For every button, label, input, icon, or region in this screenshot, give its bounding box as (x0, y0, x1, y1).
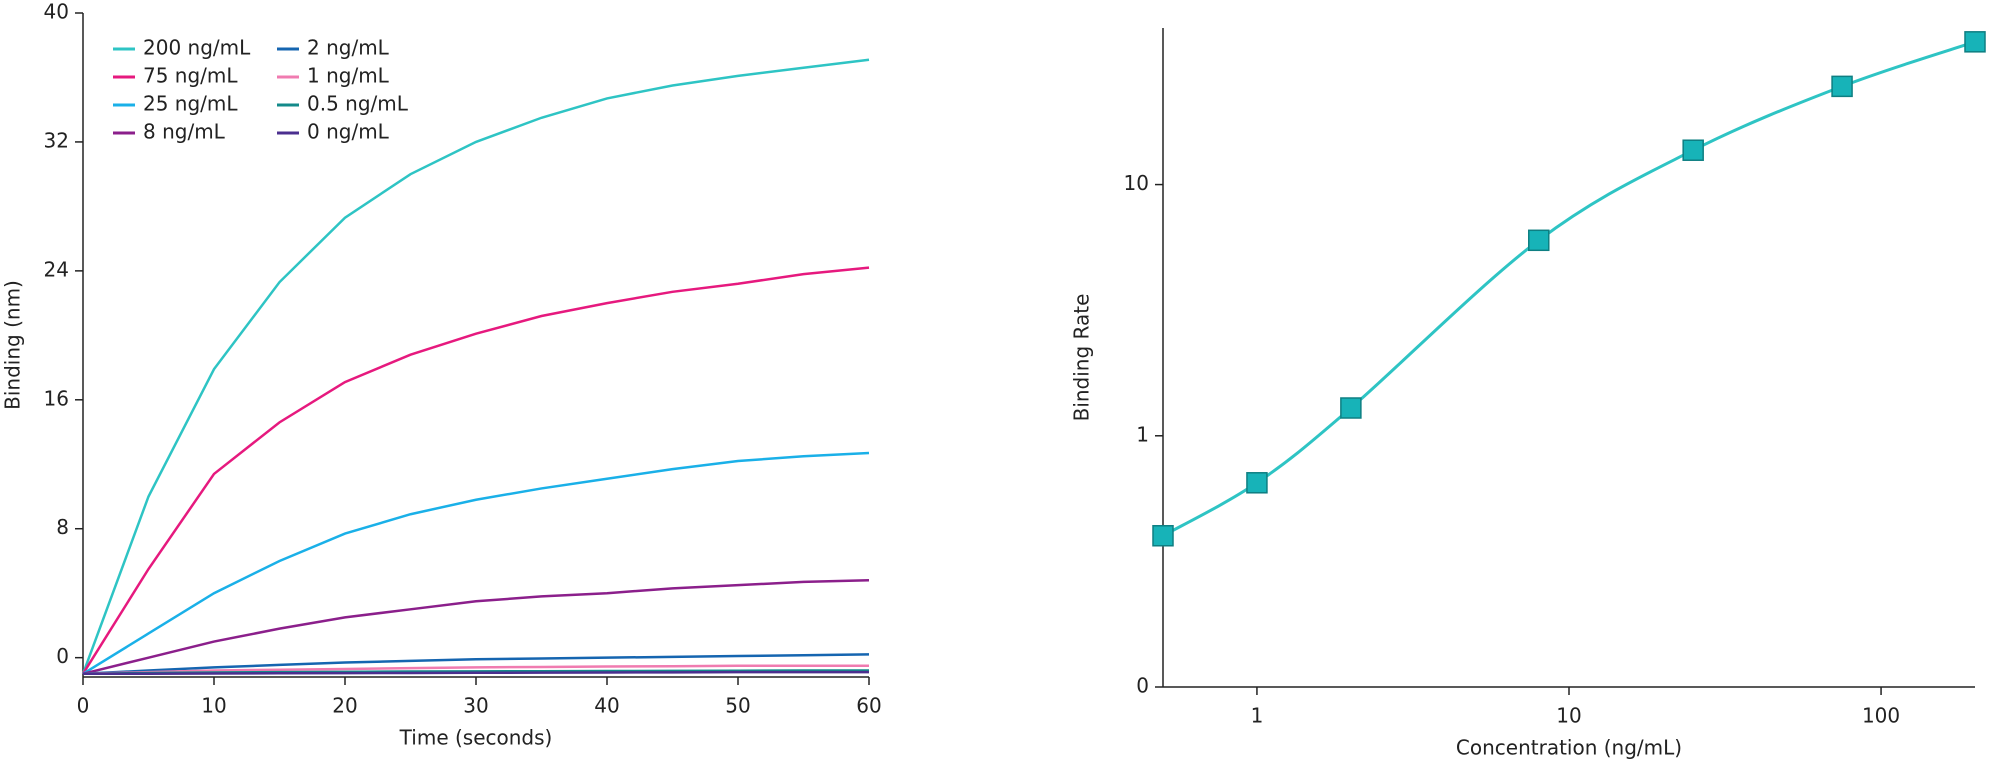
x-axis-title: Concentration (ng/mL) (1456, 736, 1682, 760)
data-point (1246, 472, 1268, 494)
series-line (81, 58, 870, 675)
x-tick-label: 40 (594, 694, 619, 718)
y-tick-label: 8 (56, 515, 69, 539)
x-tick-label: 1 (1251, 704, 1264, 728)
x-tick-label: 100 (1862, 704, 1900, 728)
data-point (1528, 229, 1550, 252)
series-line (83, 670, 869, 676)
x-tick-label: 30 (463, 694, 488, 718)
y-tick-label: 0 (56, 644, 69, 668)
y-tick-label: 10 (1124, 171, 1149, 195)
data-point (1964, 31, 1986, 53)
legend-label: 1 ng/mL (307, 64, 390, 88)
y-tick-label: 24 (44, 257, 69, 281)
y-tick-label: 32 (44, 128, 69, 152)
legend-label: 2 ng/mL (307, 36, 390, 60)
y-tick-label: 0 (1136, 674, 1149, 698)
legend-label: 8 ng/mL (143, 120, 226, 144)
x-tick-label: 60 (856, 694, 881, 718)
legend-label: 200 ng/mL (143, 36, 251, 60)
legend-label: 0 ng/mL (307, 120, 390, 144)
fit-line (1162, 40, 1976, 538)
series-line (81, 266, 870, 675)
y-tick-label: 1 (1136, 422, 1149, 446)
x-axis-title: Time (seconds) (399, 726, 553, 750)
x-tick-label: 50 (725, 694, 750, 718)
data-point (1152, 525, 1174, 547)
legend-label: 75 ng/mL (143, 64, 238, 88)
x-tick-label: 20 (332, 694, 357, 718)
x-tick-label: 0 (77, 694, 90, 718)
y-tick-label: 16 (44, 386, 69, 410)
series-line (82, 579, 870, 675)
legend-label: 0.5 ng/mL (307, 92, 409, 116)
data-point (1682, 139, 1704, 161)
x-tick-label: 10 (1556, 704, 1581, 728)
y-tick-label: 40 (44, 0, 69, 24)
data-point (1340, 397, 1362, 419)
x-tick-label: 10 (201, 694, 226, 718)
data-point (1831, 75, 1853, 98)
series-line (82, 653, 870, 676)
y-axis-title: Binding Rate (1070, 294, 1094, 422)
series-line (82, 664, 869, 676)
y-axis-title: Binding (nm) (1, 280, 25, 410)
legend-label: 25 ng/mL (143, 92, 238, 116)
series-line (82, 451, 870, 675)
